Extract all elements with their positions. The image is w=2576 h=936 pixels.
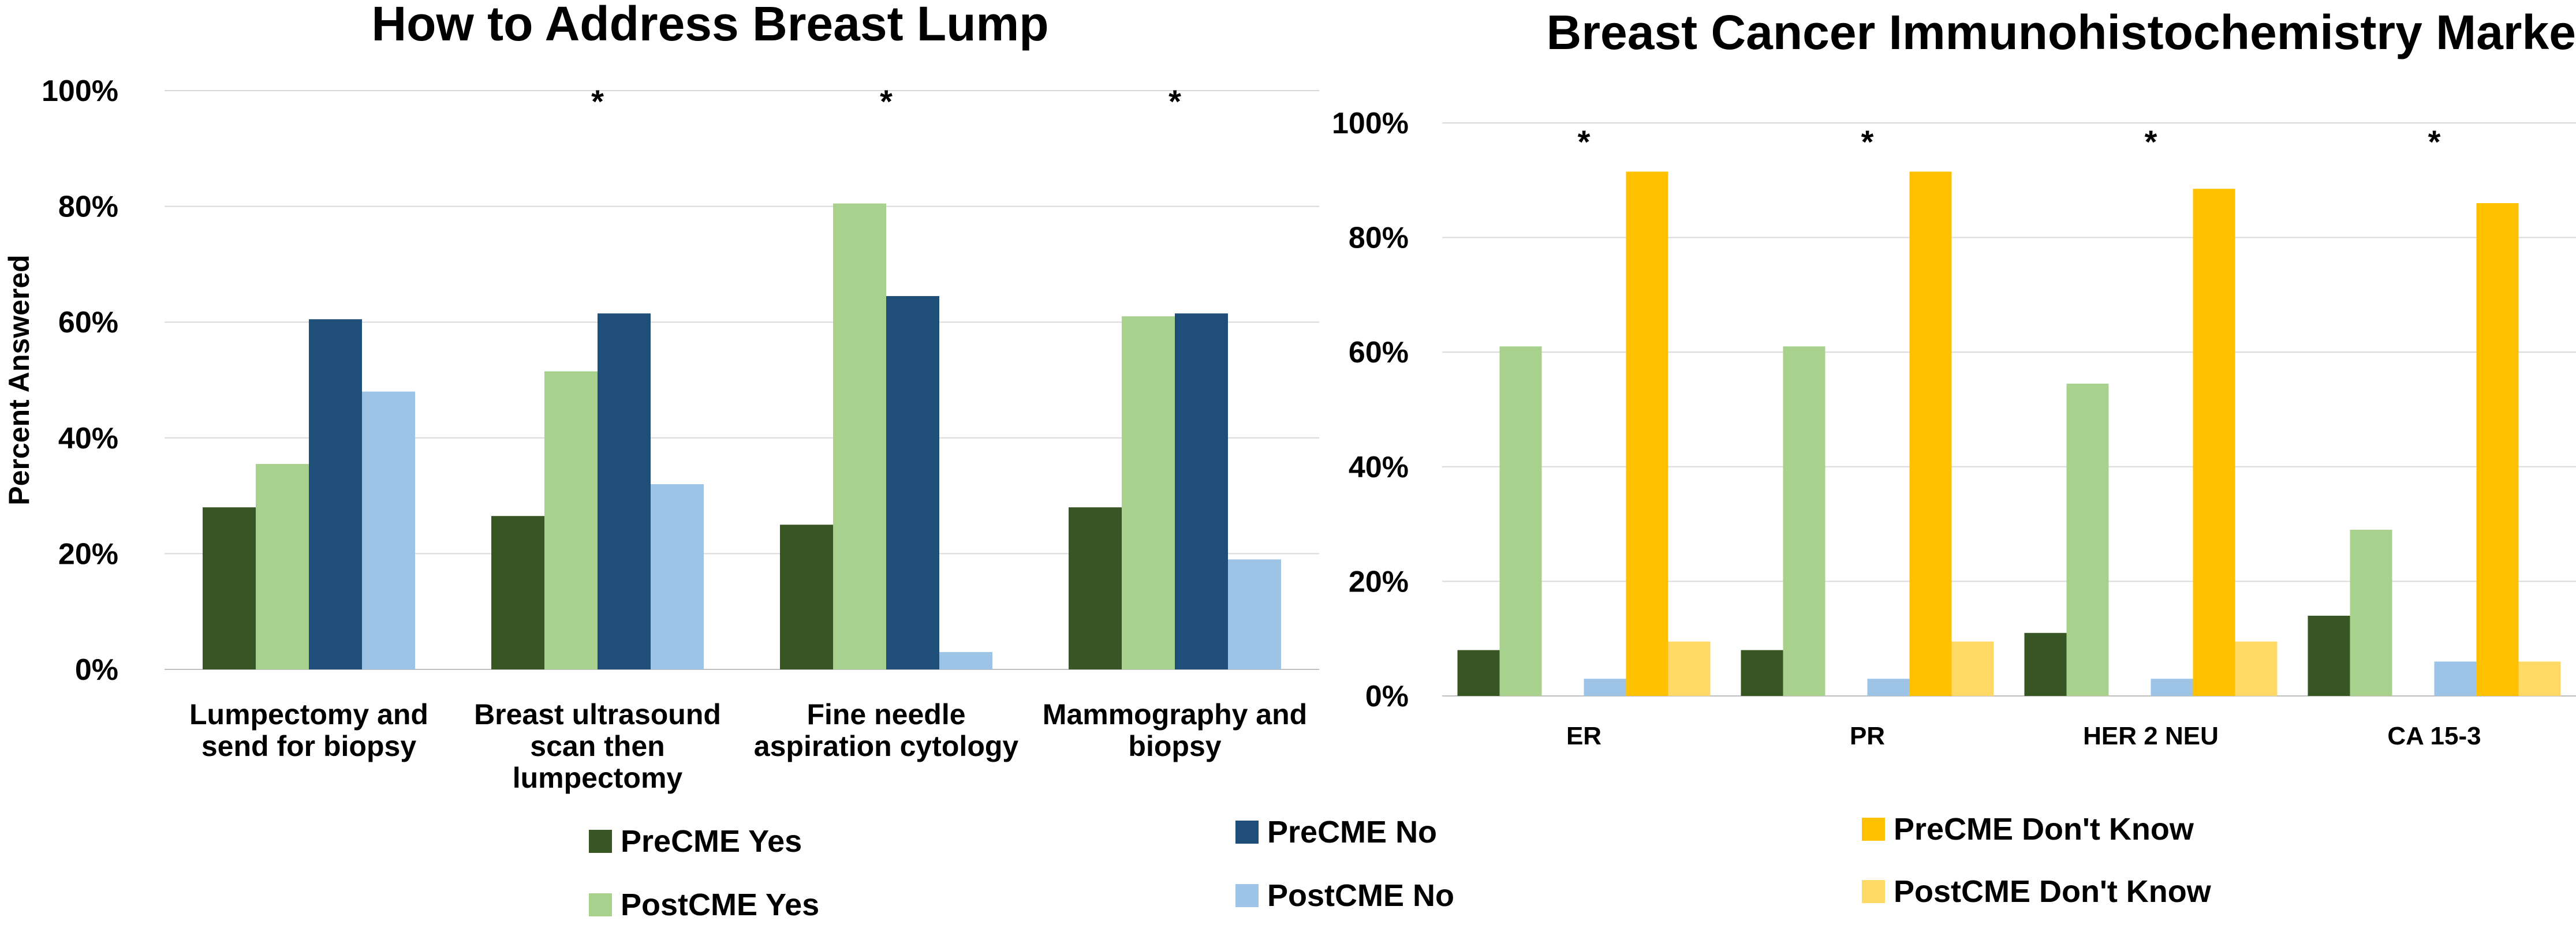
legend-label: PostCME No bbox=[1267, 878, 1454, 913]
x-category-label: CA 15-3 bbox=[2387, 722, 2481, 750]
y-tick-label: 60% bbox=[1349, 336, 1409, 369]
y-tick-label: 100% bbox=[1332, 107, 1409, 140]
legend-label: PreCME No bbox=[1267, 815, 1437, 849]
bar-precme-yes bbox=[780, 525, 833, 669]
bar-postcme-don-t-know bbox=[2235, 641, 2278, 696]
bar-precme-no bbox=[1175, 313, 1228, 669]
legend-label: PreCME Yes bbox=[621, 824, 802, 859]
bar-postcme-no bbox=[1584, 679, 1626, 696]
bar-postcme-no bbox=[362, 391, 415, 669]
bar-precme-yes bbox=[1741, 650, 1783, 696]
x-category-label: Fine needle aspiration cytology bbox=[754, 698, 1019, 762]
bar-postcme-yes bbox=[1122, 316, 1175, 669]
bar-postcme-yes bbox=[2350, 530, 2392, 696]
legend-swatch bbox=[589, 830, 612, 853]
y-tick-label: 20% bbox=[58, 537, 118, 571]
x-category-label-line: Lumpectomy and bbox=[189, 698, 428, 731]
bar-precme-no bbox=[886, 296, 939, 669]
bar-postcme-don-t-know bbox=[1668, 641, 1711, 696]
y-axis-label: Percent Answered bbox=[3, 254, 35, 505]
x-category-label-line: HER 2 NEU bbox=[2083, 722, 2219, 750]
x-category-label-line: lumpectomy bbox=[513, 762, 683, 794]
x-category-label-line: send for biopsy bbox=[201, 730, 416, 762]
y-tick-label: 0% bbox=[75, 653, 118, 687]
y-tick-label: 0% bbox=[1365, 680, 1409, 713]
bar-precme-don-t-know bbox=[1626, 171, 1668, 696]
bar-precme-don-t-know bbox=[2193, 189, 2235, 696]
bar-postcme-no bbox=[1228, 559, 1281, 669]
legend-label: PostCME Don't Know bbox=[1894, 874, 2212, 909]
bar-precme-yes bbox=[2308, 615, 2350, 696]
bar-precme-yes bbox=[1069, 507, 1122, 669]
bar-precme-yes bbox=[2024, 632, 2067, 696]
y-tick-label: 80% bbox=[58, 190, 118, 224]
bar-postcme-yes bbox=[256, 463, 309, 669]
bar-precme-no bbox=[598, 313, 651, 669]
bar-postcme-no bbox=[2434, 661, 2477, 696]
bar-postcme-yes bbox=[833, 203, 886, 670]
chart-ihc-markers: Breast Cancer Immunohistochemistry Marke… bbox=[1332, 5, 2576, 750]
x-category-label-line: aspiration cytology bbox=[754, 730, 1019, 762]
legend-swatch bbox=[1862, 818, 1885, 841]
legend-label: PostCME Yes bbox=[621, 888, 819, 922]
significance-marker: * bbox=[2428, 123, 2441, 160]
x-category-label-line: Mammography and bbox=[1043, 698, 1307, 731]
chart-breast-lump: How to Address Breast Lump 0% 20% 40% 60% 80%… bbox=[3, 0, 1319, 794]
y-tick-label: 80% bbox=[1349, 222, 1409, 255]
legend-label: PreCME Don't Know bbox=[1894, 812, 2194, 847]
legend: PreCME Yes PostCME Yes PreCME No PostCME No… bbox=[589, 812, 2212, 922]
x-category-label-line: CA 15-3 bbox=[2387, 722, 2481, 750]
x-category-label-line: ER bbox=[1566, 722, 1601, 750]
bar-precme-yes bbox=[1457, 650, 1500, 696]
x-category-label-line: Fine needle bbox=[807, 698, 965, 731]
bar-postcme-yes bbox=[2066, 383, 2109, 696]
x-category-label-line: scan then bbox=[530, 730, 664, 762]
chart-title: How to Address Breast Lump bbox=[371, 0, 1048, 51]
bar-postcme-don-t-know bbox=[1951, 641, 1994, 696]
significance-marker: * bbox=[591, 83, 604, 119]
x-category-label: Mammography and biopsy bbox=[1043, 698, 1307, 762]
y-tick-label: 100% bbox=[42, 74, 118, 108]
x-category-label-line: PR bbox=[1850, 722, 1885, 750]
bar-postcme-no bbox=[2151, 679, 2193, 696]
significance-marker: * bbox=[1861, 123, 1874, 160]
chart-title: Breast Cancer Immunohistochemistry Marke… bbox=[1547, 5, 2576, 59]
bar-precme-no bbox=[309, 319, 362, 669]
significance-marker: * bbox=[1168, 83, 1181, 119]
bar-postcme-yes bbox=[544, 371, 598, 669]
bar-postcme-yes bbox=[1783, 346, 1825, 696]
significance-marker: * bbox=[880, 83, 893, 119]
bar-precme-don-t-know bbox=[1909, 171, 1952, 696]
significance-marker: * bbox=[2145, 123, 2157, 160]
y-tick-label: 40% bbox=[58, 422, 118, 455]
legend-swatch bbox=[1235, 884, 1259, 907]
y-tick-label: 20% bbox=[1349, 565, 1409, 598]
bar-postcme-no bbox=[651, 484, 704, 669]
x-category-label: HER 2 NEU bbox=[2083, 722, 2219, 750]
bar-precme-don-t-know bbox=[2476, 203, 2519, 696]
y-tick-label: 60% bbox=[58, 306, 118, 339]
bar-postcme-no bbox=[939, 652, 992, 669]
bar-postcme-no bbox=[1867, 679, 1910, 696]
legend-swatch bbox=[1235, 821, 1259, 844]
x-category-label: Lumpectomy and send for biopsy bbox=[189, 698, 428, 762]
x-category-label: Breast ultrasound scan then lumpectomy bbox=[474, 698, 721, 794]
x-category-label-line: Breast ultrasound bbox=[474, 698, 721, 731]
y-tick-label: 40% bbox=[1349, 451, 1409, 484]
x-category-label: ER bbox=[1566, 722, 1601, 750]
bar-postcme-yes bbox=[1499, 346, 1542, 696]
bar-precme-yes bbox=[491, 516, 544, 669]
bar-postcme-don-t-know bbox=[2518, 661, 2561, 696]
legend-swatch bbox=[589, 893, 612, 916]
significance-marker: * bbox=[1578, 123, 1591, 160]
legend-swatch bbox=[1862, 880, 1885, 903]
x-category-label: PR bbox=[1850, 722, 1885, 750]
bar-precme-yes bbox=[203, 507, 256, 669]
x-category-label-line: biopsy bbox=[1128, 730, 1221, 762]
